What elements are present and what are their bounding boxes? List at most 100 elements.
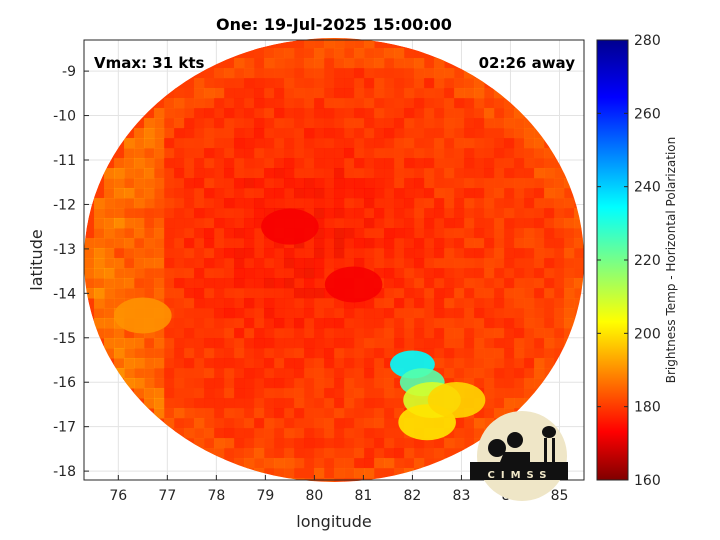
swath-pixel [514,218,525,229]
convective-feature [261,208,319,245]
swath-pixel [504,148,515,159]
swath-pixel [484,248,495,259]
swath-pixel [444,308,455,319]
swath-pixel [234,328,245,339]
swath-pixel [284,248,295,259]
swath-pixel [504,388,515,399]
swath-pixel [524,298,535,309]
swath-pixel [144,398,155,409]
swath-pixel [174,308,185,319]
swath-pixel [144,258,155,269]
swath-pixel [344,198,355,209]
swath-pixel [524,178,535,189]
swath-pixel [374,288,385,299]
brightness-temp-swath [84,38,584,482]
swath-pixel [334,38,345,49]
swath-pixel [214,438,225,449]
swath-pixel [294,68,305,79]
swath-pixel [344,438,355,449]
swath-pixel [264,328,275,339]
swath-pixel [134,368,145,379]
swath-pixel [254,118,265,129]
swath-pixel [244,338,255,349]
swath-pixel [184,108,195,119]
swath-pixel [174,288,185,299]
swath-pixel [414,128,425,139]
swath-pixel [464,208,475,219]
swath-pixel [334,58,345,69]
swath-pixel [504,108,515,119]
swath-pixel [84,258,95,269]
swath-pixel [254,228,265,239]
swath-pixel [564,238,575,249]
swath-pixel [344,48,355,59]
swath-pixel [184,428,195,439]
swath-pixel [374,388,385,399]
swath-pixel [274,348,285,359]
swath-pixel [314,458,325,469]
swath-pixel [444,448,455,459]
swath-pixel [184,118,195,129]
swath-pixel [404,308,415,319]
swath-pixel [214,388,225,399]
swath-pixel [204,248,215,259]
swath-pixel [184,338,195,349]
swath-pixel [444,138,455,149]
swath-pixel [184,218,195,229]
swath-pixel [254,308,265,319]
swath-pixel [474,288,485,299]
swath-pixel [284,398,295,409]
swath-pixel [284,78,295,89]
swath-pixel [484,338,495,349]
swath-pixel [254,158,265,169]
swath-pixel [164,158,175,169]
swath-pixel [334,318,345,329]
swath-pixel [484,308,495,319]
swath-pixel [274,78,285,89]
swath-pixel [194,348,205,359]
swath-pixel [374,458,385,469]
swath-pixel [404,248,415,259]
swath-pixel [304,428,315,439]
swath-pixel [334,198,345,209]
swath-pixel [204,118,215,129]
colorbar [596,39,629,481]
swath-pixel [244,78,255,89]
swath-pixel [414,288,425,299]
swath-pixel [364,188,375,199]
swath-pixel [234,408,245,419]
swath-pixel [164,408,175,419]
swath-pixel [234,98,245,109]
swath-pixel [94,278,105,289]
swath-pixel [354,408,365,419]
swath-pixel [134,158,145,169]
swath-pixel [344,348,355,359]
swath-pixel [224,78,235,89]
swath-pixel [404,228,415,239]
swath-pixel [344,158,355,169]
swath-pixel [184,358,195,369]
swath-pixel [424,188,435,199]
swath-pixel [254,458,265,469]
swath-pixel [134,198,145,209]
swath-pixel [424,248,435,259]
swath-pixel [304,58,315,69]
swath-pixel [234,68,245,79]
swath-pixel [354,428,365,439]
swath-pixel [514,308,525,319]
swath-pixel [304,138,315,149]
swath-pixel [224,258,235,269]
swath-pixel [464,258,475,269]
swath-pixel [154,328,165,339]
swath-pixel [394,48,405,59]
swath-pixel [474,108,485,119]
swath-pixel [164,248,175,259]
swath-pixel [364,68,375,79]
swath-pixel [464,308,475,319]
swath-pixel [454,148,465,159]
swath-pixel [514,238,525,249]
swath-pixel [414,148,425,159]
swath-pixel [484,418,495,429]
swath-pixel [384,358,395,369]
